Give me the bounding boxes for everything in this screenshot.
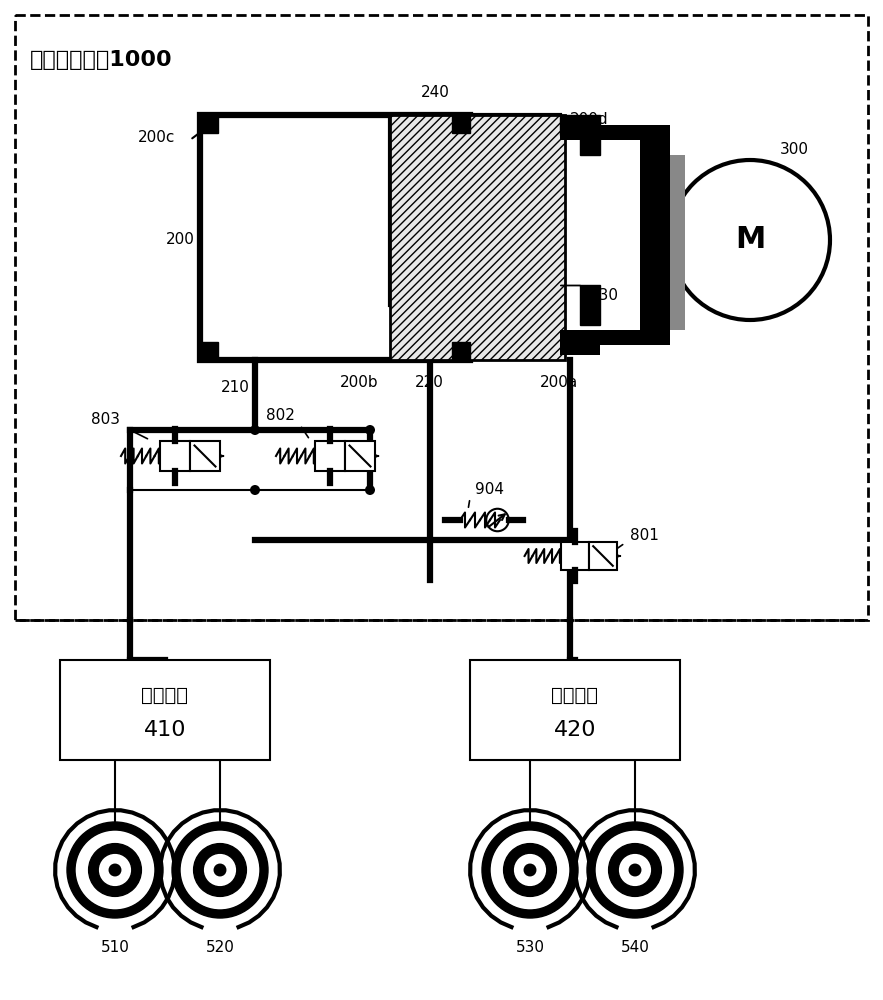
Polygon shape <box>560 285 600 325</box>
Circle shape <box>180 830 260 910</box>
Circle shape <box>513 853 547 887</box>
Text: M: M <box>735 226 766 254</box>
Circle shape <box>67 822 163 918</box>
Text: 904: 904 <box>475 483 504 497</box>
Circle shape <box>365 485 375 495</box>
Circle shape <box>595 830 675 910</box>
Circle shape <box>630 864 641 876</box>
Bar <box>390 115 565 360</box>
Circle shape <box>618 853 652 887</box>
Polygon shape <box>200 342 218 360</box>
Text: 200a: 200a <box>540 375 578 390</box>
Bar <box>600 330 670 345</box>
Polygon shape <box>452 115 470 133</box>
Text: 制动回路: 制动回路 <box>552 686 599 704</box>
Text: 制动控制装置1000: 制动控制装置1000 <box>30 50 172 70</box>
Polygon shape <box>208 123 462 352</box>
Circle shape <box>203 853 237 887</box>
Text: 230: 230 <box>590 288 619 302</box>
Bar <box>640 140 670 345</box>
Circle shape <box>98 853 132 887</box>
Text: 210: 210 <box>221 380 249 395</box>
Text: 200c: 200c <box>138 130 175 145</box>
Polygon shape <box>560 115 600 155</box>
Circle shape <box>215 864 226 876</box>
Bar <box>561 542 589 570</box>
Text: 540: 540 <box>621 940 649 955</box>
Circle shape <box>525 864 536 876</box>
Text: 802: 802 <box>266 408 295 424</box>
Text: 200d: 200d <box>570 112 608 127</box>
Text: 300: 300 <box>780 142 809 157</box>
Bar <box>315 441 345 471</box>
Polygon shape <box>200 115 218 133</box>
Circle shape <box>503 844 556 896</box>
Bar <box>190 441 220 471</box>
Polygon shape <box>452 342 470 360</box>
Bar <box>560 115 600 140</box>
Bar <box>670 155 685 330</box>
Bar <box>589 542 617 570</box>
Circle shape <box>587 822 683 918</box>
Text: 410: 410 <box>144 720 186 740</box>
Text: 420: 420 <box>554 720 596 740</box>
Text: 220: 220 <box>415 375 444 390</box>
Bar <box>160 441 190 471</box>
Circle shape <box>109 864 121 876</box>
Text: 520: 520 <box>206 940 235 955</box>
Text: 制动回路: 制动回路 <box>141 686 188 704</box>
Text: 530: 530 <box>516 940 545 955</box>
Circle shape <box>365 425 375 435</box>
Circle shape <box>75 830 155 910</box>
Bar <box>470 660 680 760</box>
Circle shape <box>88 844 141 896</box>
Bar <box>390 115 560 305</box>
Text: 200b: 200b <box>340 375 379 390</box>
Text: 240: 240 <box>420 85 449 100</box>
Circle shape <box>482 822 578 918</box>
Text: 510: 510 <box>101 940 130 955</box>
Circle shape <box>193 844 246 896</box>
Text: 801: 801 <box>630 528 659 542</box>
Circle shape <box>670 160 830 320</box>
Circle shape <box>250 485 260 495</box>
Text: 803: 803 <box>91 412 120 428</box>
Bar <box>600 125 670 140</box>
Bar <box>60 660 270 760</box>
Bar <box>560 330 600 355</box>
Text: 200: 200 <box>166 232 195 247</box>
Circle shape <box>490 830 570 910</box>
Circle shape <box>250 425 260 435</box>
Circle shape <box>608 844 661 896</box>
Bar <box>345 441 375 471</box>
Circle shape <box>172 822 268 918</box>
